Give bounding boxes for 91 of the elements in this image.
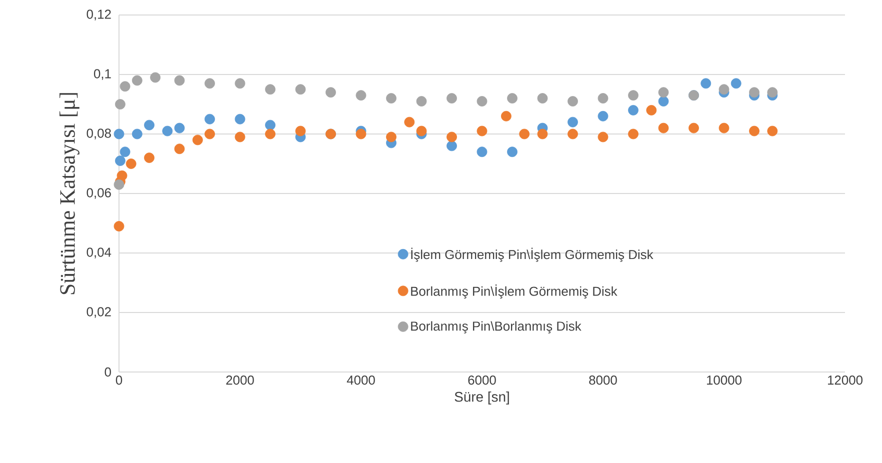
point <box>598 93 608 104</box>
point <box>446 132 457 142</box>
legend-label: İşlem Görmemiş Pin\İşlem Görmemiş Disk <box>411 248 654 262</box>
point <box>174 122 185 134</box>
point <box>204 128 215 140</box>
point <box>718 84 730 95</box>
legend-label: Borlanmış Pin\Borlanmış Disk <box>411 321 582 334</box>
point <box>507 93 518 104</box>
point <box>386 93 396 104</box>
point <box>326 87 336 98</box>
point <box>404 116 415 128</box>
point <box>114 179 124 190</box>
point <box>132 75 142 86</box>
point <box>174 144 185 154</box>
point <box>658 122 669 134</box>
y-axis-title: Sürtünme Katsayısı [μ] <box>60 93 80 294</box>
x-tick-label: 8000 <box>589 376 617 385</box>
point <box>628 128 638 140</box>
x-tick-label: 4000 <box>346 376 375 385</box>
point <box>476 96 488 106</box>
point <box>162 126 173 136</box>
point <box>356 90 366 101</box>
point <box>144 120 154 130</box>
legend-label: Borlanmış Pin\İşlem Görmemiş Disk <box>411 284 618 299</box>
point <box>144 152 154 163</box>
point <box>120 146 130 158</box>
point <box>568 116 578 128</box>
point <box>192 134 203 146</box>
point <box>115 99 126 110</box>
point <box>150 72 160 83</box>
point <box>116 170 128 181</box>
point <box>204 78 215 89</box>
point <box>416 96 427 106</box>
point <box>749 87 760 98</box>
point <box>204 114 215 124</box>
y-tick-label: 0,04 <box>86 248 112 258</box>
y-tick-label: 0,1 <box>94 69 111 80</box>
point <box>646 105 657 116</box>
point <box>749 126 760 136</box>
point <box>265 84 276 95</box>
point <box>537 128 548 140</box>
point <box>476 146 488 158</box>
point <box>265 120 276 130</box>
point <box>416 126 427 136</box>
point <box>174 75 185 86</box>
point <box>628 105 638 116</box>
point <box>568 96 578 106</box>
y-tick-label: 0 <box>104 367 111 377</box>
point <box>537 93 548 104</box>
point <box>234 132 246 142</box>
point <box>598 110 608 122</box>
point <box>519 128 530 140</box>
point <box>126 158 136 169</box>
x-tick-label: 0 <box>116 376 122 385</box>
point <box>114 128 124 140</box>
point <box>718 122 730 134</box>
point <box>446 140 457 152</box>
point <box>234 114 246 124</box>
point <box>507 146 518 158</box>
point <box>568 128 578 140</box>
x-tick-label: 6000 <box>468 376 496 385</box>
point <box>628 90 638 101</box>
point <box>265 128 276 140</box>
y-tick-label: 0,08 <box>86 128 111 140</box>
point <box>114 221 124 232</box>
point <box>295 126 306 136</box>
x-tick-label: 10000 <box>706 376 742 385</box>
point <box>234 78 246 89</box>
point <box>386 132 396 142</box>
point <box>356 128 366 140</box>
x-tick-label: 12000 <box>828 376 863 385</box>
point <box>658 96 669 106</box>
point <box>658 87 669 98</box>
x-axis-title: Süre [sn] <box>454 392 509 405</box>
point <box>767 126 778 136</box>
point <box>132 128 142 140</box>
point <box>730 78 742 89</box>
y-tick-label: 0,06 <box>86 188 111 199</box>
point <box>446 93 457 104</box>
x-tick-label: 2000 <box>226 376 254 385</box>
point <box>476 126 488 136</box>
point <box>767 87 778 98</box>
point <box>598 132 608 142</box>
point <box>115 156 126 166</box>
point <box>700 78 712 89</box>
y-tick-label: 0,12 <box>86 10 111 20</box>
point <box>688 122 699 134</box>
point <box>501 110 512 122</box>
y-tick-label: 0,02 <box>86 307 111 318</box>
point <box>120 81 130 92</box>
point <box>295 84 306 95</box>
